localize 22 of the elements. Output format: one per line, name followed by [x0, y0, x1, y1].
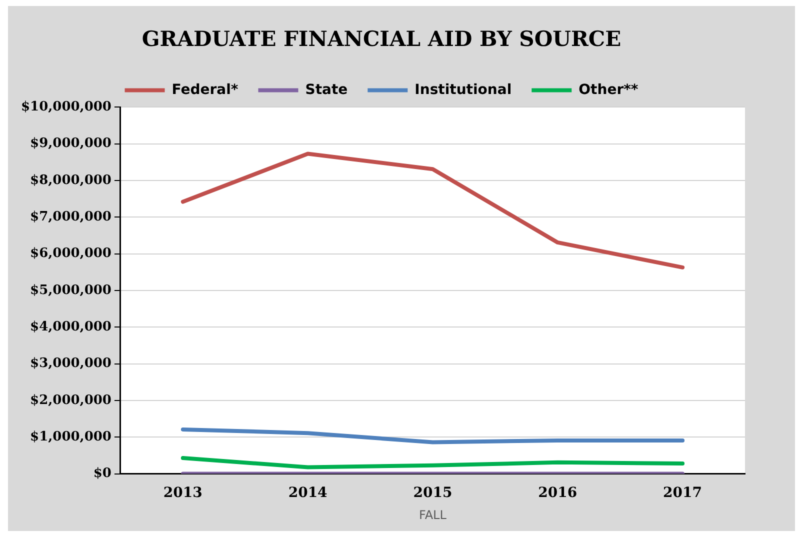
legend-label: State	[305, 82, 348, 98]
legend-label: Other**	[578, 82, 639, 98]
y-tick-label: $2,000,000	[30, 392, 112, 408]
y-tick-label: $1,000,000	[30, 430, 112, 445]
x-tick-label: 2014	[288, 484, 328, 501]
y-tick-label: $5,000,000	[30, 282, 112, 298]
chart-title: GRADUATE FINANCIAL AID BY SOURCE	[142, 26, 622, 52]
x-tick-label: 2013	[163, 484, 202, 501]
y-tick-label: $0	[93, 466, 112, 482]
x-tick-label: 2015	[413, 484, 452, 501]
y-tick-label: $3,000,000	[30, 356, 112, 372]
y-tick-label: $4,000,000	[30, 320, 112, 335]
y-tick-label: $8,000,000	[30, 172, 112, 188]
legend-label: Federal*	[172, 82, 239, 98]
x-tick-label: 2017	[663, 484, 702, 501]
y-tick-label: $6,000,000	[30, 246, 112, 262]
y-tick-label: $10,000,000	[20, 100, 112, 115]
legend-label: Institutional	[414, 82, 512, 98]
x-axis-title: FALL	[419, 508, 447, 522]
y-tick-label: $9,000,000	[30, 136, 112, 152]
x-tick-label: 2016	[538, 484, 578, 501]
y-tick-label: $7,000,000	[30, 210, 112, 225]
